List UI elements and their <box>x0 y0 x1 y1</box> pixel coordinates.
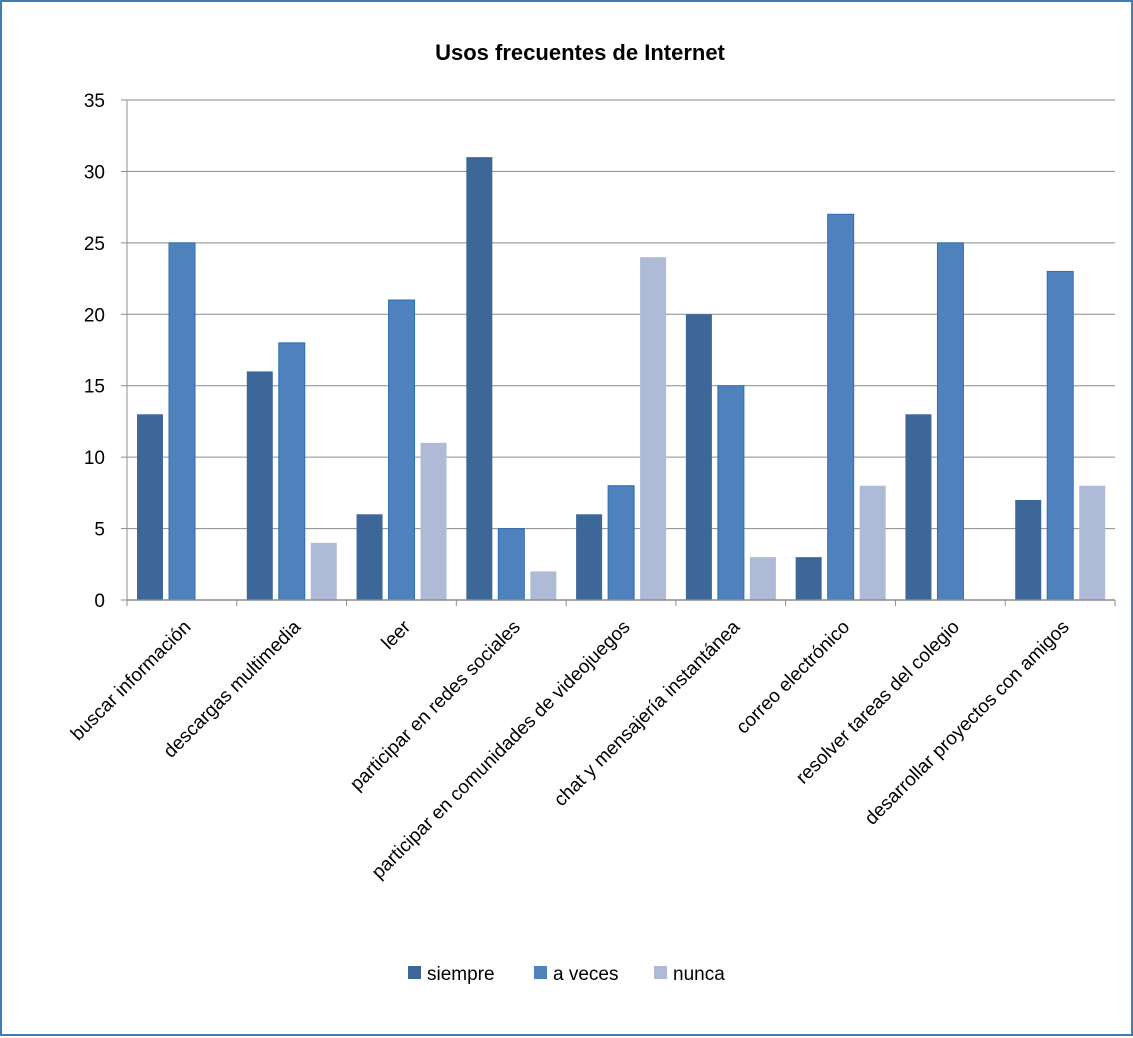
bar-nunca-2 <box>420 442 447 600</box>
legend-swatch-a-veces <box>534 966 547 979</box>
x-category-label: participar en comunidades de videojuegos <box>368 617 635 884</box>
axes <box>121 99 1116 606</box>
x-category-label: chat y mensajería instantánea <box>550 616 744 810</box>
bar-a-veces-6 <box>827 213 855 601</box>
y-tick-label: 25 <box>84 234 105 255</box>
bar-siempre-3 <box>466 157 493 600</box>
bar-siempre-0 <box>137 414 163 600</box>
bars <box>137 157 1106 601</box>
legend-label-nunca: nunca <box>673 964 725 985</box>
chart-title: Usos frecuentes de Internet <box>435 40 725 65</box>
legend-label-siempre: siempre <box>427 964 495 985</box>
bar-siempre-4 <box>576 514 603 600</box>
bar-nunca-1 <box>310 542 337 600</box>
bar-nunca-3 <box>530 571 557 600</box>
bar-a-veces-4 <box>607 485 635 601</box>
bar-nunca-4 <box>640 257 667 600</box>
bar-a-veces-2 <box>388 299 416 601</box>
bar-siempre-2 <box>356 514 383 600</box>
bar-nunca-8 <box>1079 485 1106 600</box>
y-tick-label: 30 <box>84 162 105 183</box>
bar-siempre-7 <box>905 414 932 600</box>
legend-label-a-veces: a veces <box>553 964 618 985</box>
y-tick-label: 35 <box>84 91 105 112</box>
x-category-label: desarrollar proyectos con amigos <box>861 617 1074 830</box>
legend-swatch-siempre <box>408 966 421 979</box>
bar-siempre-8 <box>1015 500 1042 600</box>
bar-a-veces-5 <box>717 385 745 601</box>
y-axis-ticks: 0 5 10 15 20 25 30 35 <box>84 91 105 612</box>
x-category-label: buscar información <box>67 617 195 745</box>
x-category-label: participar en redes sociales <box>346 617 524 795</box>
bar-siempre-1 <box>246 371 273 600</box>
bar-a-veces-1 <box>278 342 306 601</box>
bar-a-veces-3 <box>497 528 525 601</box>
bar-nunca-6 <box>859 485 886 600</box>
y-tick-label: 5 <box>94 520 105 541</box>
bar-a-veces-0 <box>168 242 196 601</box>
bar-a-veces-8 <box>1046 270 1074 601</box>
bar-a-veces-7 <box>936 242 964 601</box>
y-tick-label: 0 <box>94 591 105 612</box>
y-tick-label: 20 <box>84 305 105 326</box>
legend: siempre a veces nunca <box>408 964 725 985</box>
x-category-label: correo electrónico <box>732 617 854 739</box>
y-tick-label: 10 <box>84 448 105 469</box>
y-tick-label: 15 <box>84 377 105 398</box>
bar-siempre-5 <box>685 314 712 600</box>
x-category-label: leer <box>378 616 416 654</box>
bar-nunca-5 <box>749 557 776 600</box>
legend-swatch-nunca <box>654 966 667 979</box>
bar-siempre-6 <box>795 557 822 600</box>
gridlines <box>127 99 1115 530</box>
